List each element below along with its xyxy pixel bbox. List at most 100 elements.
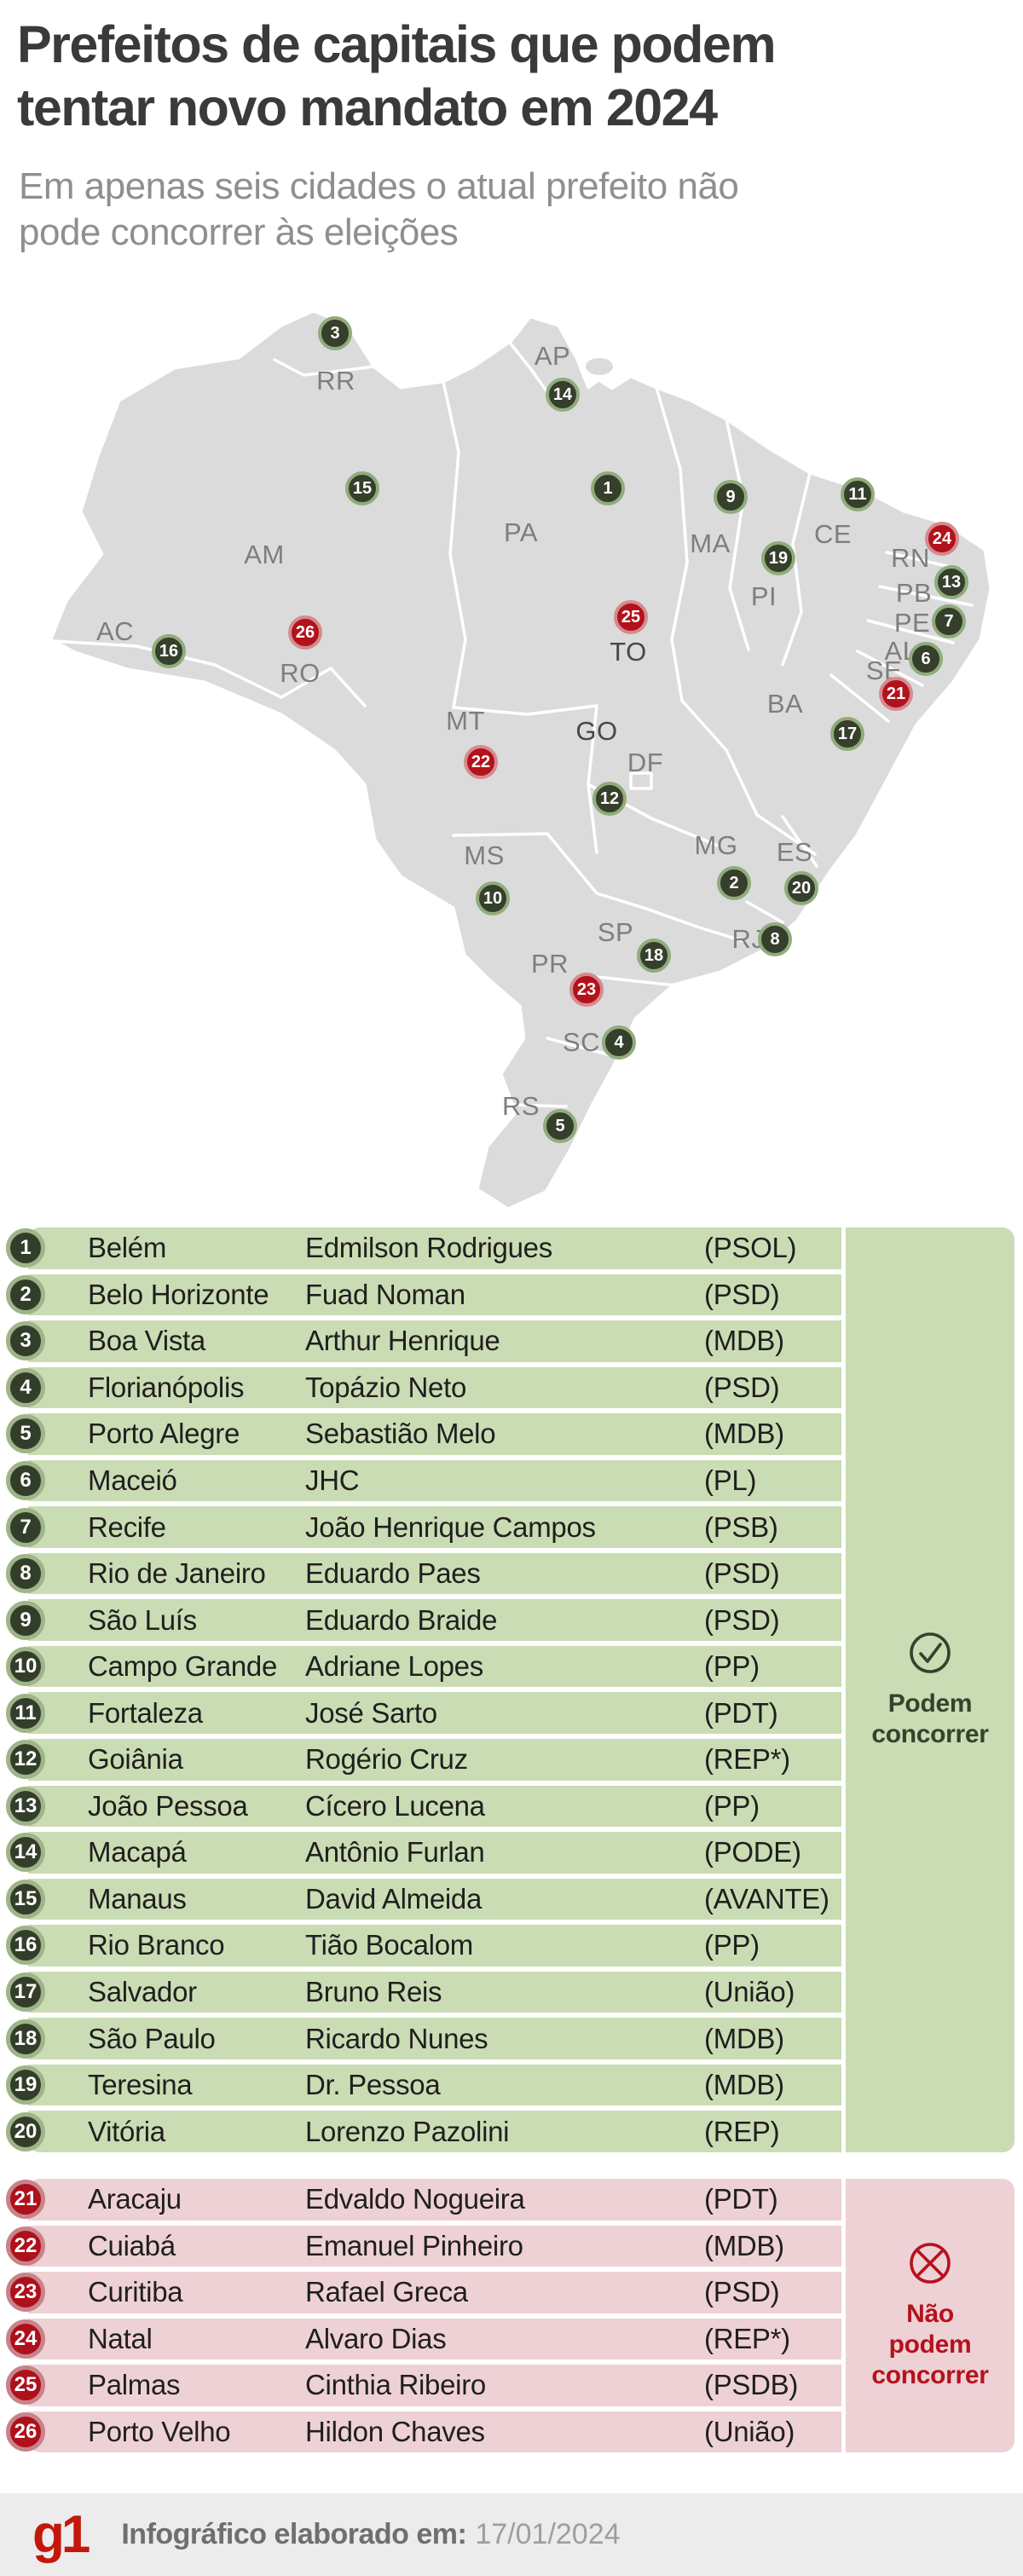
row-number-badge: 23 — [6, 2273, 45, 2313]
table-row-4: 4 Florianópolis Topázio Neto (PSD) — [6, 1366, 841, 1409]
mayor-name: Arthur Henrique — [305, 1325, 500, 1357]
table-row-20: 20 Vitória Lorenzo Pazolini (REP) — [6, 2111, 841, 2152]
row-number-badge: 20 — [6, 2111, 45, 2151]
row-number-badge: 26 — [6, 2411, 45, 2452]
party-label: (PSDB) — [704, 2369, 799, 2401]
city-name: Boa Vista — [88, 1325, 205, 1357]
mayor-name: Cícero Lucena — [305, 1789, 485, 1822]
state-label-pa: PA — [503, 517, 539, 547]
state-label-rs: RS — [501, 1091, 540, 1121]
city-name: Fortaleza — [88, 1696, 203, 1729]
state-label-go: GO — [575, 716, 618, 746]
cannot-rows: 21 Aracaju Edvaldo Nogueira (PDT) 22 Cuiabá Em… — [6, 2179, 841, 2452]
row-number-badge: 2 — [6, 1274, 45, 1314]
brazil-map: RR AP AM PA MA CE RN PB PE AL SE PI TO BA AC RO MT GO DF MS… — [0, 307, 1023, 1210]
city-name: Palmas — [88, 2369, 181, 2401]
mayor-name: Hildon Chaves — [305, 2415, 485, 2447]
state-label-mg: MG — [694, 830, 738, 860]
row-number-badge: 3 — [6, 1321, 45, 1361]
row-number-badge: 9 — [6, 1600, 45, 1640]
table-row-14: 14 Macapá Antônio Furlan (PODE) — [6, 1832, 841, 1874]
state-label-pe: PE — [893, 608, 931, 638]
party-label: (PSD) — [704, 1371, 780, 1403]
map-marker-12: 12 — [592, 782, 627, 816]
table-row-17: 17 Salvador Bruno Reis (União) — [6, 1971, 841, 2013]
row-number-badge: 15 — [6, 1879, 45, 1919]
map-marker-11: 11 — [841, 477, 875, 511]
party-label: (REP*) — [704, 1743, 790, 1776]
party-label: (PP) — [704, 1929, 760, 1961]
table-row-15: 15 Manaus David Almeida (AVANTE) — [6, 1878, 841, 1920]
city-name: Natal — [88, 2322, 153, 2354]
row-number-badge: 8 — [6, 1554, 45, 1594]
state-label-rn: RN — [891, 543, 930, 573]
footer-date: 17/01/2024 — [475, 2518, 621, 2550]
brazil-landmass — [49, 309, 992, 1210]
mayor-name: Alvaro Dias — [305, 2322, 447, 2354]
row-number-badge: 25 — [6, 2365, 45, 2406]
footer-bar: g1 Infográfico elaborado em: 17/01/2024 — [0, 2493, 1023, 2576]
mayor-name: Antônio Furlan — [305, 1836, 485, 1868]
map-marker-22: 22 — [464, 745, 498, 779]
crossed-circle-icon — [910, 2242, 951, 2284]
map-marker-7: 7 — [932, 604, 966, 638]
table-row-5: 5 Porto Alegre Sebastião Melo (MDB) — [6, 1413, 841, 1455]
row-number-badge: 13 — [6, 1786, 45, 1826]
map-marker-23: 23 — [569, 973, 604, 1007]
mayor-name: Tião Bocalom — [305, 1929, 473, 1961]
city-name: Maceió — [88, 1464, 177, 1496]
footer-label: Infográfico elaborado em: — [121, 2518, 467, 2550]
party-label: (PP) — [704, 1789, 760, 1822]
table-row-12: 12 Goiânia Rogério Cruz (REP*) — [6, 1739, 841, 1781]
city-name: Porto Alegre — [88, 1418, 240, 1450]
map-marker-9: 9 — [714, 480, 748, 514]
map-marker-10: 10 — [476, 881, 510, 915]
mayor-name: Topázio Neto — [305, 1371, 467, 1403]
party-label: (MDB) — [704, 1418, 784, 1450]
row-number-badge: 11 — [6, 1693, 45, 1733]
map-marker-20: 20 — [784, 871, 818, 905]
mayor-name: José Sarto — [305, 1696, 437, 1729]
party-label: (PDT) — [704, 2183, 778, 2215]
state-label-mt: MT — [446, 706, 485, 736]
party-label: (União) — [704, 2415, 795, 2447]
party-label: (MDB) — [704, 2022, 784, 2054]
can-run-label: Podem concorrer — [871, 1689, 989, 1748]
party-label: (PSD) — [704, 1557, 780, 1590]
row-number-badge: 14 — [6, 1833, 45, 1873]
city-name: Macapá — [88, 1836, 187, 1868]
table-row-3: 3 Boa Vista Arthur Henrique (MDB) — [6, 1320, 841, 1362]
map-marker-15: 15 — [345, 471, 379, 505]
map-marker-4: 4 — [602, 1025, 636, 1060]
map-marker-1: 1 — [591, 471, 625, 505]
table-row-2: 2 Belo Horizonte Fuad Noman (PSD) — [6, 1274, 841, 1316]
check-circle-icon — [910, 1632, 951, 1673]
cannot-run-panel: 21 Aracaju Edvaldo Nogueira (PDT) 22 Cuiabá Em… — [6, 2179, 1014, 2452]
table-row-7: 7 Recife João Henrique Campos (PSB) — [6, 1506, 841, 1548]
table-row-9: 9 São Luís Eduardo Braide (PSD) — [6, 1599, 841, 1641]
map-marker-17: 17 — [830, 717, 864, 751]
party-label: (REP*) — [704, 2322, 790, 2354]
row-number-badge: 22 — [6, 2226, 45, 2266]
map-marker-3: 3 — [318, 316, 352, 350]
can-run-panel: 1 Belém Edmilson Rodrigues (PSOL) 2 Belo Hori… — [6, 1227, 1014, 2152]
city-name: Cuiabá — [88, 2229, 176, 2261]
map-marker-21: 21 — [879, 677, 913, 711]
map-marker-8: 8 — [758, 922, 792, 956]
party-label: (PSOL) — [704, 1232, 797, 1264]
table-row-23: 23 Curitiba Rafael Greca (PSD) — [6, 2272, 841, 2313]
g1-logo: g1 — [32, 2505, 90, 2564]
row-number-badge: 6 — [6, 1461, 45, 1500]
party-label: (União) — [704, 1976, 795, 2008]
mayor-name: Edmilson Rodrigues — [305, 1232, 552, 1264]
table-row-26: 26 Porto Velho Hildon Chaves (União) — [6, 2411, 841, 2452]
mayor-name: JHC — [305, 1464, 360, 1496]
table-row-21: 21 Aracaju Edvaldo Nogueira (PDT) — [6, 2179, 841, 2221]
can-run-legend: Podem concorrer — [846, 1227, 1014, 2152]
city-name: Campo Grande — [88, 1650, 278, 1683]
state-label-pb: PB — [895, 578, 933, 608]
state-borders — [51, 341, 974, 1108]
map-marker-24: 24 — [925, 522, 959, 556]
can-rows: 1 Belém Edmilson Rodrigues (PSOL) 2 Belo Hori… — [6, 1227, 841, 2152]
map-marker-5: 5 — [543, 1109, 577, 1143]
